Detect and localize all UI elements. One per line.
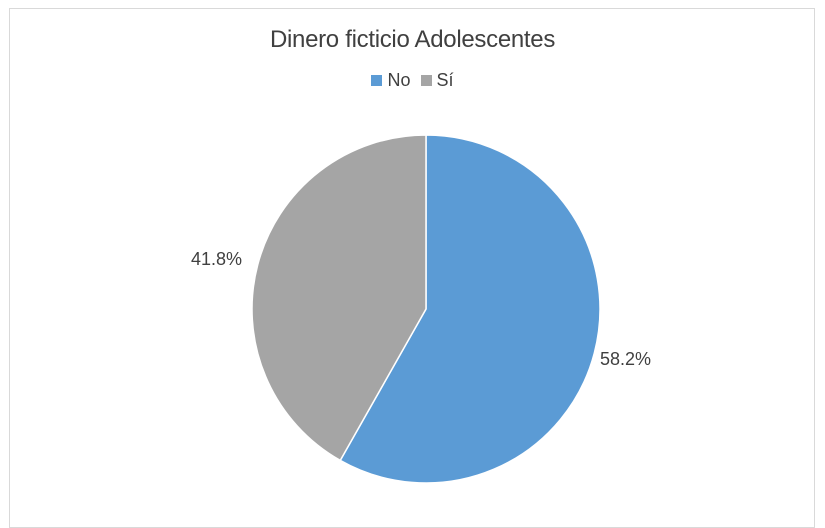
chart-legend: No Sí: [0, 70, 825, 91]
legend-swatch-no: [371, 75, 383, 86]
legend-item-no: No: [371, 70, 411, 91]
legend-swatch-si: [420, 75, 432, 86]
legend-label-no: No: [387, 70, 411, 90]
pie-slice-si: [251, 134, 427, 462]
legend-label-si: Sí: [436, 70, 454, 90]
legend-item-si: Sí: [420, 70, 454, 91]
pie-slices: [251, 134, 601, 484]
pie-slice-no: [339, 134, 601, 484]
chart-title: Dinero ficticio Adolescentes: [269, 26, 556, 53]
data-label-si: 41.8%: [191, 249, 242, 269]
data-label-no: 58.2%: [600, 349, 651, 369]
